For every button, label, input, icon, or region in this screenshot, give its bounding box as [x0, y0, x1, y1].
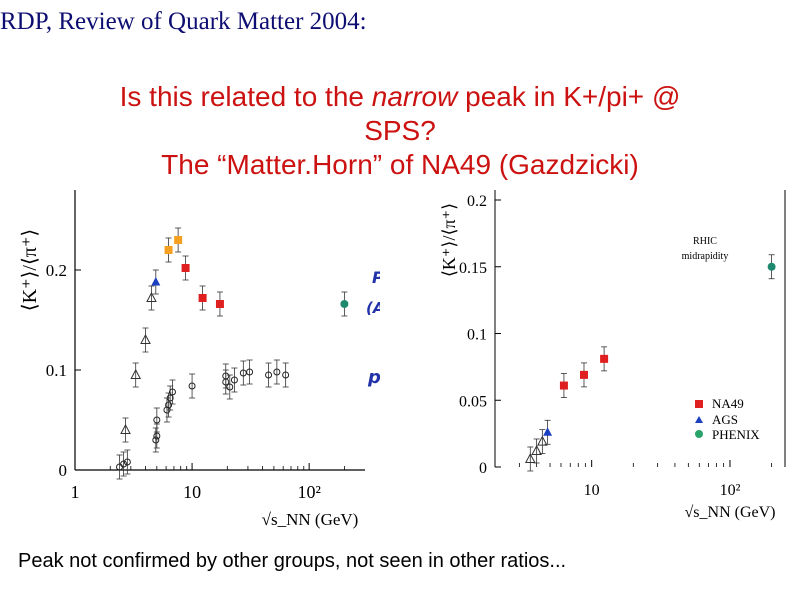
legend-label-phenix: PHENIX	[712, 427, 760, 442]
data-point-10	[146, 291, 157, 302]
left-x-axis-label: √s_NN (GeV)	[262, 510, 359, 529]
data-point-3	[543, 427, 553, 436]
annotation-rhic: RHIC	[693, 236, 717, 247]
data-point-13	[123, 458, 131, 466]
data-point-0	[181, 264, 190, 272]
y-tick-label: 0.1	[467, 327, 487, 344]
left-marks	[116, 227, 349, 480]
annotation-pp: p+p	[367, 367, 380, 388]
data-point-19	[166, 394, 174, 402]
data-point-30	[282, 371, 290, 379]
data-point-7	[120, 423, 131, 434]
y-tick-label: 0.1	[46, 361, 67, 380]
right-axes	[494, 190, 786, 467]
x-tick-label: 10	[584, 482, 600, 499]
annotation-pbpb: Pb+Pb	[372, 268, 380, 287]
title-line-3: The “Matter.Horn” of NA49 (Gazdzicki)	[161, 149, 639, 180]
annotation-midrapidity: midrapidity	[682, 251, 729, 262]
data-point-1	[198, 294, 207, 302]
title-text-part1: Is this related to the	[119, 81, 372, 112]
legend-label-na49: NA49	[712, 396, 744, 411]
data-point-28	[265, 371, 273, 379]
data-point-18	[165, 401, 173, 409]
left-ticks: 0 0.1 0.2 1 10 10²	[46, 261, 345, 502]
annotation-auau: (Au+Au)	[366, 299, 380, 317]
title-emphasis: narrow	[371, 81, 458, 112]
data-point-7	[537, 435, 548, 446]
data-point-15	[153, 432, 161, 440]
data-point-2	[600, 354, 609, 363]
data-point-6	[340, 300, 349, 308]
right-marks	[524, 254, 776, 472]
x-tick-label: 10²	[297, 482, 320, 502]
y-tick-label: 0	[59, 461, 68, 480]
legend-label-ags: AGS	[712, 412, 738, 427]
y-tick-label: 0.2	[46, 261, 67, 280]
data-point-8	[130, 368, 142, 379]
slide-header: RDP, Review of Quark Matter 2004:	[0, 8, 367, 35]
legend: NA49 AGS PHENIX	[695, 396, 760, 442]
data-point-12	[120, 460, 128, 468]
kaon-pion-ratio-chart-right: 0 0.05 0.1 0.15 0.2 10 10² ⟨K⁺⟩/⟨π⁺⟩ √s_NN (Ge…	[439, 190, 786, 521]
x-tick-label: 10²	[720, 482, 741, 499]
data-point-4	[767, 262, 776, 271]
data-point-4	[164, 246, 173, 254]
slide-title: Is this related to the narrow peak in K+…	[20, 80, 780, 182]
data-point-9	[140, 333, 151, 344]
data-point-21	[188, 382, 196, 390]
x-tick-label: 10	[183, 482, 201, 502]
data-point-25	[230, 376, 238, 384]
y-tick-label: 0.15	[459, 260, 487, 277]
data-point-3	[174, 236, 183, 244]
kaon-pion-ratio-chart-left: 0 0.1 0.2 1 10 10² ⟨K⁺⟩/⟨π⁺⟩ √s_NN (GeV) Pb+P…	[19, 190, 380, 529]
data-point-27	[246, 368, 254, 376]
data-point-5	[151, 277, 161, 286]
title-line-1: Is this related to the narrow peak in K+…	[20, 80, 780, 114]
data-point-23	[222, 372, 230, 380]
data-point-5	[524, 452, 536, 463]
data-point-29	[273, 368, 281, 376]
data-point-14	[152, 436, 160, 444]
right-ticks: 0 0.05 0.1 0.15 0.2 10 10²	[459, 193, 772, 499]
data-point-16	[153, 416, 161, 424]
data-point-6	[531, 444, 542, 455]
y-tick-label: 0.2	[467, 193, 487, 210]
title-text-part2: peak in K+/pi+ @	[457, 81, 681, 112]
right-y-axis-label: ⟨K⁺⟩/⟨π⁺⟩	[439, 203, 459, 277]
data-point-24	[226, 383, 234, 391]
y-tick-label: 0.05	[459, 393, 487, 410]
legend-marker-na49	[695, 400, 703, 408]
data-point-2	[215, 300, 224, 308]
right-x-axis-label: √s_NN (GeV)	[685, 504, 776, 521]
legend-marker-phenix	[695, 430, 703, 438]
data-point-0	[559, 381, 568, 390]
legend-marker-ags	[695, 416, 703, 423]
title-line-2: SPS?	[364, 115, 436, 146]
y-tick-label: 0	[479, 460, 487, 477]
data-point-1	[579, 370, 588, 379]
left-axes	[74, 190, 365, 471]
x-tick-label: 1	[71, 482, 80, 502]
data-point-20	[168, 388, 176, 396]
slide-footer: Peak not confirmed by other groups, not …	[18, 550, 567, 572]
left-y-axis-label: ⟨K⁺⟩/⟨π⁺⟩	[19, 229, 41, 311]
